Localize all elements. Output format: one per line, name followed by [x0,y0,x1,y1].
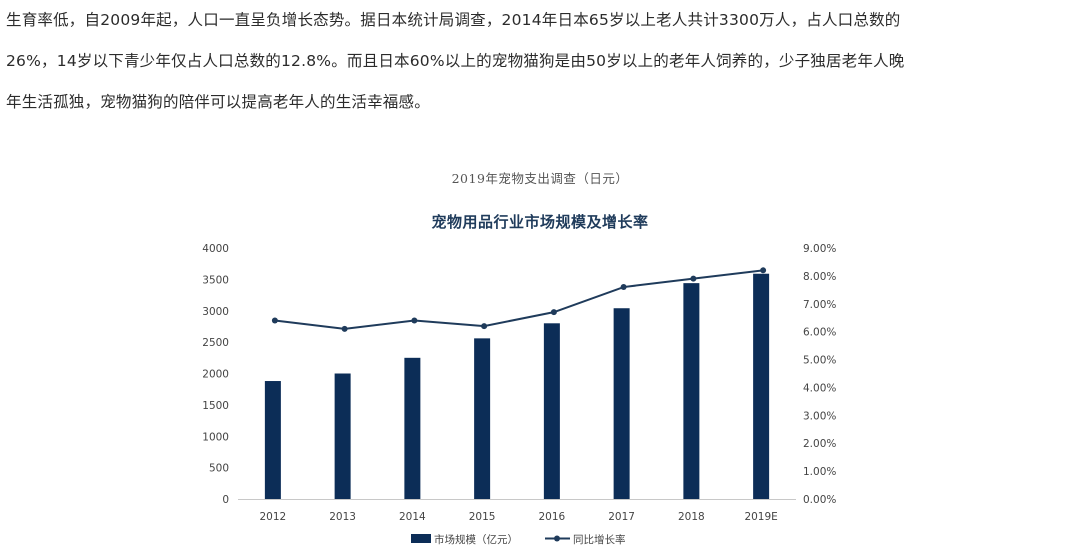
y-right-tick-label: 7.00% [803,299,836,311]
chart-title: 宠物用品行业市场规模及增长率 [431,213,649,231]
bar-2014 [404,357,421,499]
x-tick-label: 2015 [469,511,496,523]
article-line-2: 26%，14岁以下青少年仅占人口总数的12.8%。而且日本60%以上的宠物猫狗是… [6,52,905,70]
bar-2019E [753,273,770,499]
growth-point-2018 [690,275,697,282]
x-tick-label: 2016 [539,511,566,523]
y-right-tick-label: 6.00% [803,327,836,339]
growth-point-2013 [341,325,348,332]
y-right-tick-label: 4.00% [803,382,836,394]
article-text: 生育率低，自2009年起，人口一直呈负增长态势。据日本统计局调查，2014年日本… [6,0,1074,123]
y-left-tick-label: 3000 [202,306,229,318]
y-left-tick-label: 2000 [202,369,229,381]
growth-point-2014 [411,317,418,324]
x-tick-label: 2019E [744,511,777,523]
legend-label-market-size: 市场规模（亿元） [434,533,518,546]
growth-point-2017 [620,284,627,291]
figure-caption: 2019年宠物支出调查（日元） [451,171,629,186]
y-left-tick-label: 0 [222,494,229,506]
legend-label-growth-rate: 同比增长率 [573,533,626,546]
bar-2016 [543,323,560,499]
x-tick-label: 2012 [260,511,287,523]
y-right-tick-label: 8.00% [803,271,836,283]
article-line-3: 年生活孤独，宠物猫狗的陪伴可以提高老年人的生活幸福感。 [6,93,430,111]
y-right-tick-label: 9.00% [803,243,836,255]
growth-rate-line [274,269,764,330]
y-left-tick-label: 1000 [202,431,229,443]
article-line-1: 生育率低，自2009年起，人口一直呈负增长态势。据日本统计局调查，2014年日本… [6,11,901,29]
growth-point-2019E [760,267,767,274]
y-right-tick-label: 1.00% [803,466,836,478]
x-tick-label: 2013 [329,511,356,523]
legend-line-marker [554,535,560,542]
bar-2013 [334,373,351,499]
x-tick-label: 2014 [399,511,426,523]
y-right-tick-label: 0.00% [803,494,836,506]
y-left-tick-label: 2500 [202,337,229,349]
growth-point-2016 [550,309,557,316]
growth-point-2015 [481,323,488,330]
bar-2012 [264,381,281,499]
y-right-tick-label: 5.00% [803,355,836,367]
y-left-tick-label: 500 [209,463,229,475]
bar-2018 [683,283,700,499]
x-tick-label: 2017 [608,511,635,523]
y-right-tick-label: 3.00% [803,410,836,422]
x-tick-label: 2018 [678,511,705,523]
bar-2017 [613,308,630,499]
y-left-tick-label: 3500 [202,274,229,286]
legend-bar-swatch [411,534,431,543]
y-left-tick-label: 4000 [202,243,229,255]
bar-2015 [474,338,491,499]
y-right-tick-label: 2.00% [803,438,836,450]
y-left-tick-label: 1500 [202,400,229,412]
growth-point-2012 [271,317,278,324]
